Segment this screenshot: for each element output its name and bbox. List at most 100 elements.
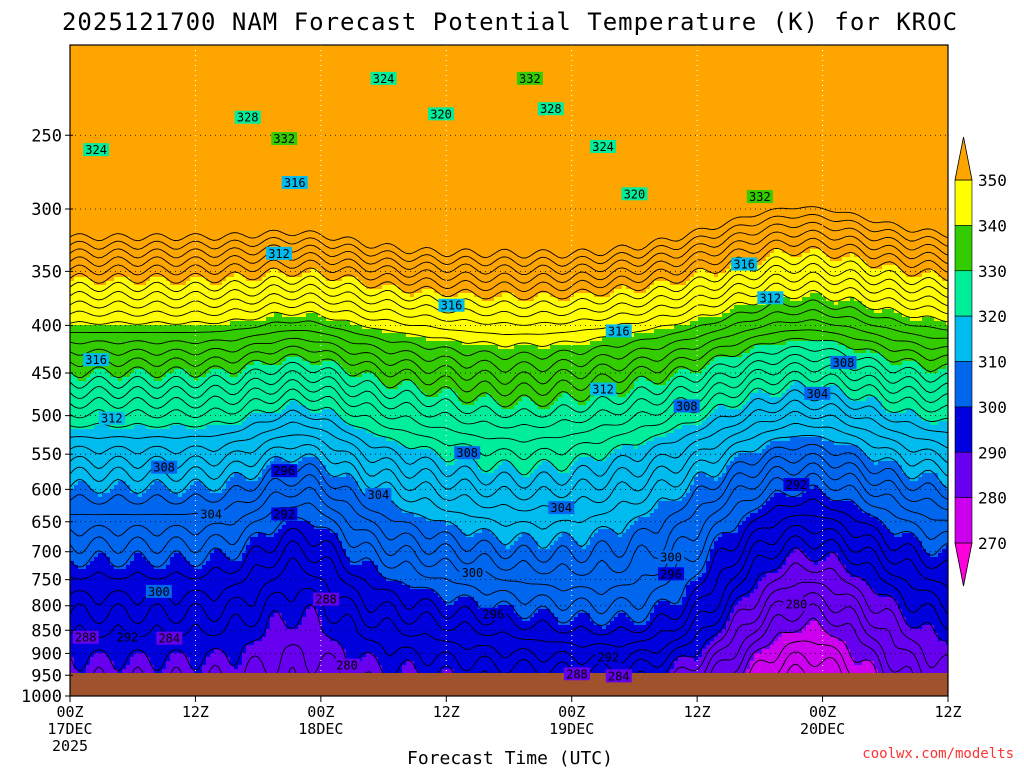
- color-band-cell: [114, 665, 127, 670]
- color-band-cell: [674, 373, 948, 378]
- color-band-cell: [282, 617, 303, 622]
- contour-label-bg: [145, 584, 172, 598]
- color-band-cell: [70, 169, 948, 174]
- color-band-cell: [350, 321, 691, 326]
- color-band-cell: [646, 621, 727, 626]
- color-band-cell: [90, 657, 111, 662]
- contour-label-bg: [83, 143, 110, 157]
- color-band-cell: [70, 49, 948, 54]
- color-band-cell: [934, 317, 948, 322]
- color-band-cell: [110, 657, 131, 662]
- y-tick-label: 800: [31, 597, 62, 617]
- color-band-cell: [402, 669, 419, 674]
- x-tick-label: 12Z: [182, 703, 209, 721]
- contour-label-bg: [757, 291, 784, 305]
- color-band-cell: [866, 397, 879, 402]
- contour-label: 332: [749, 190, 771, 204]
- color-band-cell: [458, 525, 631, 530]
- color-band-cell: [590, 397, 751, 402]
- color-band-cell: [926, 549, 943, 554]
- color-band-cell: [922, 417, 948, 422]
- color-band-cell: [382, 573, 703, 578]
- color-band-cell: [698, 317, 911, 322]
- contour-label-bg: [114, 630, 141, 644]
- color-band-cell: [614, 529, 627, 534]
- color-band-cell: [442, 597, 459, 602]
- color-band-cell: [282, 613, 307, 618]
- color-band-cell: [210, 553, 227, 558]
- color-band-cell: [70, 225, 948, 230]
- contour-label: 288: [315, 593, 337, 607]
- color-band-cell: [914, 533, 948, 538]
- color-band-cell: [242, 553, 347, 558]
- y-tick-label: 450: [31, 364, 62, 384]
- color-band-cell: [426, 517, 639, 522]
- color-band-cell: [186, 653, 211, 658]
- color-band-cell: [722, 533, 895, 538]
- color-band-cell: [210, 489, 223, 494]
- color-band-cell: [150, 561, 171, 566]
- color-band-cell: [394, 501, 659, 506]
- color-band-cell: [186, 281, 211, 286]
- color-band-cell: [210, 369, 227, 374]
- contour-line: [70, 337, 948, 408]
- color-band-cell: [338, 413, 711, 418]
- color-band-cell: [70, 237, 948, 242]
- color-band-cell: [318, 609, 483, 614]
- color-band-cell: [90, 373, 111, 378]
- color-band-cell: [446, 521, 635, 526]
- color-band-cell: [386, 577, 699, 582]
- color-band-cell: [862, 509, 948, 514]
- color-band-cell: [70, 141, 948, 146]
- color-band-cell: [70, 497, 371, 502]
- color-band-cell: [226, 369, 243, 374]
- color-band-cell: [70, 289, 403, 294]
- color-band-cell: [706, 417, 923, 422]
- color-band-cell: [702, 649, 763, 654]
- color-band-cell: [658, 601, 671, 606]
- contour-label-bg: [830, 355, 857, 369]
- color-band-cell: [98, 493, 103, 498]
- color-band-cell: [322, 273, 695, 278]
- color-band-cell: [906, 617, 948, 622]
- color-band-cell: [70, 393, 427, 398]
- color-band-cell: [70, 533, 259, 538]
- color-band-cell: [78, 481, 87, 486]
- color-band-cell: [726, 465, 903, 470]
- color-band-cell: [702, 369, 927, 374]
- color-band-cell: [586, 545, 715, 550]
- color-band-cell: [226, 653, 243, 658]
- contour-label: 308: [153, 461, 175, 475]
- color-band-cell: [514, 609, 539, 614]
- color-band-cell: [274, 613, 283, 618]
- color-band-cell: [934, 629, 948, 634]
- color-band-cell: [918, 413, 948, 418]
- color-band-cell: [802, 381, 948, 386]
- color-band-cell: [614, 617, 631, 622]
- contour-label-bg: [731, 257, 758, 271]
- y-tick-label: 350: [31, 262, 62, 282]
- color-band-cell: [70, 529, 279, 534]
- color-band-cell: [770, 497, 831, 502]
- color-band-cell: [730, 617, 907, 622]
- color-band-cell: [918, 361, 948, 366]
- color-band-cell: [742, 521, 883, 526]
- color-band-cell: [318, 269, 699, 274]
- contour-line: [70, 370, 948, 460]
- color-band-cell: [770, 393, 783, 398]
- color-band-cell: [686, 589, 755, 594]
- color-band-cell: [226, 485, 359, 490]
- contour-label-bg: [428, 107, 455, 121]
- color-band-cell: [70, 241, 948, 246]
- color-band-cell: [338, 537, 499, 542]
- color-band-cell: [70, 93, 948, 98]
- color-band-cell: [74, 657, 91, 662]
- color-band-cell: [306, 613, 319, 618]
- contour-label: 296: [660, 567, 682, 581]
- color-band-cell: [106, 369, 135, 374]
- color-band-cell: [70, 565, 79, 570]
- color-band-cell: [454, 669, 671, 674]
- contour-label: 304: [200, 507, 222, 521]
- color-band-cell: [722, 313, 903, 318]
- color-band-cell: [734, 305, 867, 310]
